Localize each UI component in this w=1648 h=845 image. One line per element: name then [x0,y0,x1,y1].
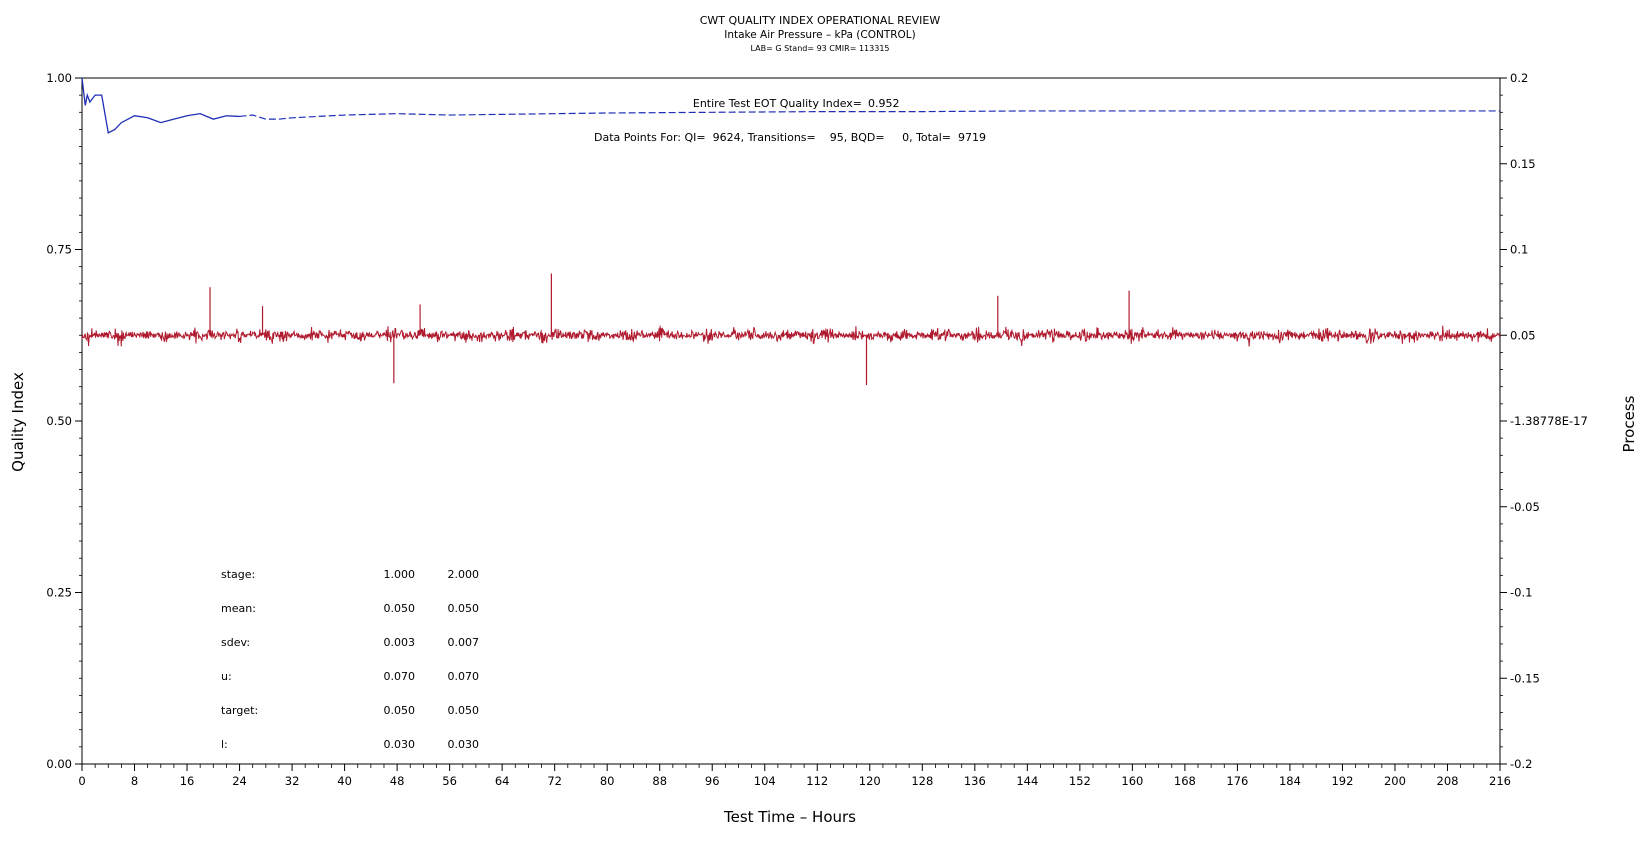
x-tick-label: 128 [911,774,933,788]
stats-value-stage2: 2.000 [448,568,480,581]
x-axis-ticks: 0 8 16 24 32 40 48 56 64 72 80 88 96 104 112 120 128 136 1… [78,764,1511,788]
x-tick-label: 40 [337,774,352,788]
left-axis-ticks: 0.00 0.25 0.50 0.75 1.00 [46,71,82,771]
right-tick-label: 0.15 [1510,157,1536,171]
x-tick-label: 32 [285,774,300,788]
stats-label: mean: [221,602,256,615]
right-tick-label: 0.05 [1510,328,1536,342]
right-tick-label: -0.05 [1510,500,1540,514]
stats-label: u: [221,670,232,683]
x-tick-label: 176 [1226,774,1248,788]
chart-subtitle: Intake Air Pressure – kPa (CONTROL) [724,29,916,41]
process-series-line [81,325,1501,347]
right-axis-ticks: -0.2 -0.15 -0.1 -0.05 -1.38778E-17 0.05 0.1 0.1… [1500,71,1588,771]
x-tick-label: 144 [1016,774,1038,788]
left-tick-label: 0.50 [46,414,72,428]
x-tick-label: 136 [964,774,986,788]
stats-value-stage1: 0.030 [384,738,416,751]
x-tick-label: 72 [547,774,562,788]
right-tick-label: -0.1 [1510,586,1532,600]
right-tick-label: -1.38778E-17 [1510,414,1588,428]
right-tick-label: -0.2 [1510,757,1532,771]
right-axis-label: Process [1620,395,1638,452]
x-tick-label: 168 [1174,774,1196,788]
x-tick-label: 56 [442,774,457,788]
stats-value-stage1: 1.000 [384,568,416,581]
quality-index-line [81,77,240,134]
x-tick-label: 8 [131,774,138,788]
stats-label: stage: [221,568,255,581]
x-tick-label: 112 [806,774,828,788]
stats-label: sdev: [221,636,250,649]
x-tick-label: 160 [1121,774,1143,788]
x-tick-label: 184 [1279,774,1301,788]
eot-quality-value: 0.952 [868,97,900,110]
left-tick-label: 1.00 [46,71,72,85]
x-tick-label: 152 [1069,774,1091,788]
stats-value-stage1: 0.050 [384,704,416,717]
right-tick-label: 0.2 [1510,71,1528,85]
stats-label: target: [221,704,258,717]
x-tick-label: 0 [78,774,85,788]
stats-value-stage2: 0.050 [448,602,480,615]
plot-frame [81,77,1501,765]
quality-index-line-dashed [239,110,1500,120]
left-tick-label: 0.75 [46,243,72,257]
x-tick-label: 200 [1384,774,1406,788]
chart-subtitle-small: LAB= G Stand= 93 CMIR= 113315 [750,44,889,53]
eot-quality-label: Entire Test EOT Quality Index= [693,97,862,110]
data-points-summary: Data Points For: QI= 9624, Transitions= … [594,131,986,144]
x-tick-label: 192 [1331,774,1353,788]
left-axis-label: Quality Index [9,372,27,472]
left-tick-label: 0.00 [46,757,72,771]
x-axis-label: Test Time – Hours [723,808,856,826]
x-tick-label: 48 [390,774,405,788]
left-tick-label: 0.25 [46,586,72,600]
x-tick-label: 216 [1489,774,1511,788]
stats-value-stage2: 0.030 [448,738,480,751]
stats-value-stage1: 0.070 [384,670,416,683]
chart-title: CWT QUALITY INDEX OPERATIONAL REVIEW [700,14,941,27]
stats-value-stage1: 0.050 [384,602,416,615]
right-tick-label: -0.15 [1510,671,1540,685]
x-tick-label: 96 [705,774,720,788]
series-layer [81,77,1501,385]
x-tick-label: 88 [652,774,667,788]
stats-table: stage: 1.000 2.000 mean: 0.050 0.050 sdev: 0.00… [221,568,479,751]
x-tick-label: 16 [180,774,195,788]
x-tick-label: 64 [495,774,510,788]
stats-value-stage2: 0.070 [448,670,480,683]
x-tick-label: 208 [1437,774,1459,788]
minor-ticks [79,94,1503,768]
stats-label: l: [221,738,228,751]
stats-value-stage1: 0.003 [384,636,416,649]
x-tick-label: 80 [600,774,615,788]
stats-value-stage2: 0.007 [448,636,480,649]
right-tick-label: 0.1 [1510,243,1528,257]
x-tick-label: 120 [859,774,881,788]
x-tick-label: 24 [232,774,247,788]
stats-value-stage2: 0.050 [448,704,480,717]
x-tick-label: 104 [754,774,776,788]
